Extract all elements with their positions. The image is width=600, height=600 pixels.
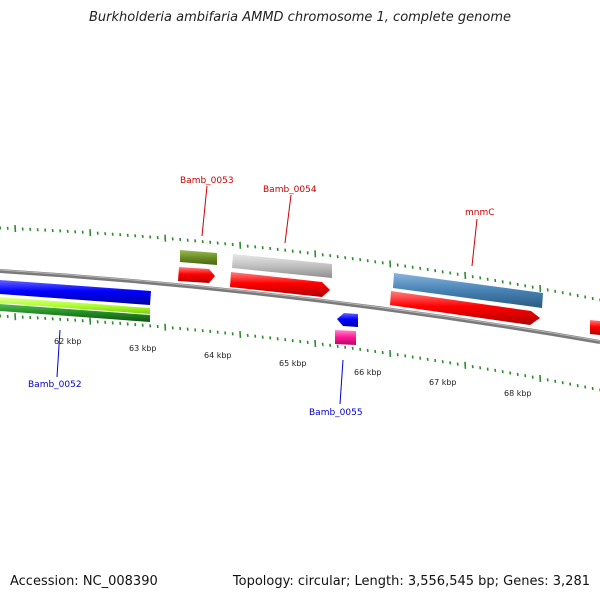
mnmc-red-arrow [390, 291, 540, 325]
bamb-0054-gray-block [232, 254, 332, 278]
bamb-0055-leader [339, 359, 344, 405]
genome-backbone [0, 269, 600, 344]
gene-mnmc[interactable] [390, 273, 543, 325]
scale-label-65: 65 kbp [279, 359, 307, 368]
bamb-0052-blue-block [0, 280, 151, 305]
bamb-0052-lime-block [0, 297, 150, 314]
gene-bamb-0054[interactable] [230, 254, 332, 297]
bamb-0053-olive-block [180, 250, 217, 265]
scale-label-62: 62 kbp [54, 337, 82, 346]
scale-labels: 62 kbp 63 kbp 64 kbp 65 kbp 66 kbp 67 kb… [54, 337, 532, 398]
bamb-0055-label[interactable]: Bamb_0055 [309, 408, 363, 418]
bamb-0055-magenta-block [335, 330, 356, 345]
gene-bamb-0052[interactable] [0, 280, 151, 322]
mnmc-steelblue-block [393, 273, 543, 308]
bamb-0054-red-arrow [230, 272, 330, 297]
scale-label-63: 63 kbp [129, 344, 157, 353]
bamb-0054-leader [284, 194, 292, 244]
bamb-0053-leader [201, 185, 208, 237]
genome-summary-text: Topology: circular; Length: 3,556,545 bp… [232, 574, 590, 589]
bamb-0052-green-block [0, 304, 150, 322]
bamb-0052-leader [56, 329, 61, 378]
scale-label-68: 68 kbp [504, 389, 532, 398]
mnmc-label[interactable]: mnmC [465, 208, 495, 218]
scale-label-64: 64 kbp [204, 351, 232, 360]
genome-backbone-highlight [0, 269, 600, 342]
bamb-0052-label[interactable]: Bamb_0052 [28, 380, 82, 390]
gene-bamb-0053[interactable] [178, 250, 217, 283]
map-title: Burkholderia ambifaria AMMD chromosome 1… [88, 10, 512, 25]
bamb-0053-label[interactable]: Bamb_0053 [180, 176, 234, 186]
accession-text: Accession: NC_008390 [10, 574, 158, 589]
mnmc-leader [471, 218, 478, 267]
bamb-0053-red-arrow [178, 267, 215, 283]
upper-tick-ring [0, 225, 600, 302]
lower-tick-ring [0, 313, 600, 392]
bamb-0055-blue-arrow [337, 313, 358, 327]
gene-bamb-0055[interactable] [335, 313, 358, 345]
scale-label-66: 66 kbp [354, 368, 382, 377]
gene-partial-right-edge[interactable] [590, 320, 600, 335]
scale-label-67: 67 kbp [429, 378, 457, 387]
bamb-0054-label[interactable]: Bamb_0054 [263, 185, 317, 195]
